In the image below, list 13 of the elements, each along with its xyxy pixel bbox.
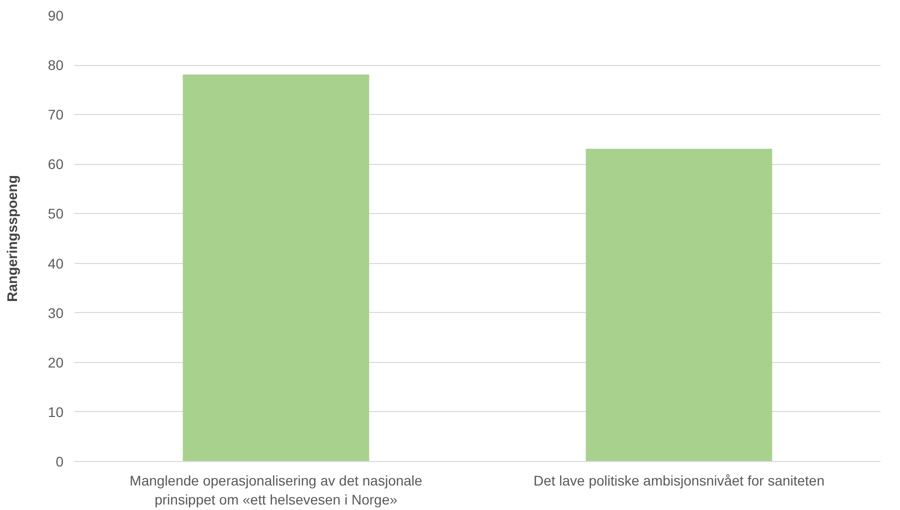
y-tick-label: 70 [48,106,64,123]
y-tick-label: 40 [48,255,64,272]
y-tick-label: 50 [48,206,64,222]
y-axis-title: Rangeringsspoeng [4,175,20,302]
y-tick-label: 80 [48,57,64,74]
y-tick-label: 30 [48,304,64,321]
y-tick-label: 10 [48,404,64,420]
x-tick-label: Det lave politiske ambisjonsnivået for saniteten [533,472,825,488]
y-tick-label: 60 [48,156,64,172]
x-tick-label: Manglende operasjonalisering av det nasjonale prinsippet om «ett helsevesen i Norge» [130,472,423,508]
y-tick-label: 0 [56,454,64,470]
y-tick-label: 90 [48,8,64,24]
y-tick-label: 20 [48,354,64,370]
